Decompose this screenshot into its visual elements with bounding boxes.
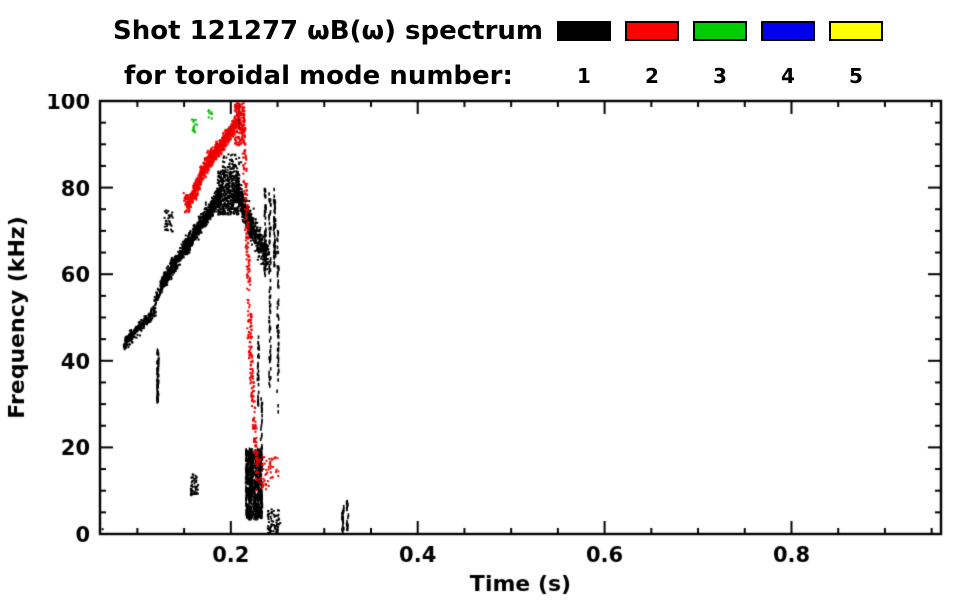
legend-label-n1: 1 [577,64,591,88]
legend-swatch-n2 [625,21,679,41]
chart-title: Shot 121277 ωB(ω) spectrum [113,16,543,46]
legend-label-n2: 2 [645,64,659,88]
legend-swatch-n1 [557,21,611,41]
legend-label-n3: 3 [713,64,727,88]
chart-subtitle: for toroidal mode number: [124,61,513,91]
legend-label-n5: 5 [849,64,863,88]
legend-swatch-n5 [829,21,883,41]
legend-swatch-n3 [693,21,747,41]
chart-header: Shot 121277 ωB(ω) spectrum for toroidal … [0,0,963,94]
spectrogram-plot [0,94,963,615]
legend-label-n4: 4 [781,64,795,88]
legend-swatch-n4 [761,21,815,41]
